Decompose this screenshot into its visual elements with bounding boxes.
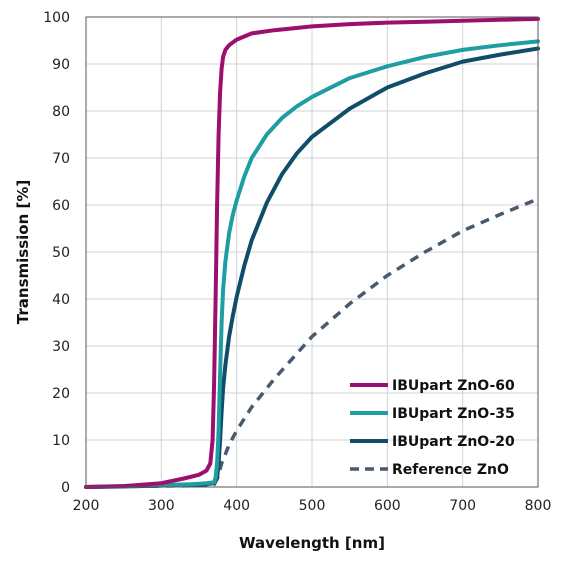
y-tick-label: 80 xyxy=(52,104,70,120)
legend-label: Reference ZnO xyxy=(392,462,509,478)
y-tick-label: 40 xyxy=(52,292,70,308)
series-line-1 xyxy=(84,39,540,489)
y-tick-label: 20 xyxy=(52,386,70,402)
y-tick-label: 60 xyxy=(52,198,70,214)
legend: IBUpart ZnO-60 IBUpart ZnO-35 IBUpart ZnO-… xyxy=(350,378,515,478)
legend-label: IBUpart ZnO-20 xyxy=(392,434,515,450)
x-axis-title: Wavelength [nm] xyxy=(239,534,385,552)
x-tick-label: 600 xyxy=(374,498,401,514)
legend-label: IBUpart ZnO-35 xyxy=(392,406,515,422)
y-axis-title: Transmission [%] xyxy=(14,180,32,324)
y-tick-label: 50 xyxy=(52,245,70,261)
y-tick-label: 0 xyxy=(61,480,70,496)
y-tick-label: 90 xyxy=(52,57,70,73)
x-tick-label: 300 xyxy=(148,498,175,514)
x-axis-ticks: 200 300 400 500 600 700 800 xyxy=(73,498,552,514)
series-line-0 xyxy=(84,16,540,489)
y-axis-ticks: 0 10 20 30 40 50 60 70 80 90 100 xyxy=(43,10,70,496)
y-tick-label: 30 xyxy=(52,339,70,355)
x-tick-label: 800 xyxy=(525,498,552,514)
x-tick-label: 400 xyxy=(223,498,250,514)
legend-label: IBUpart ZnO-60 xyxy=(392,378,515,394)
x-tick-label: 500 xyxy=(299,498,326,514)
x-tick-label: 200 xyxy=(73,498,100,514)
series-layer xyxy=(84,16,540,489)
y-tick-label: 10 xyxy=(52,433,70,449)
plot-area-frame xyxy=(85,16,539,488)
y-tick-label: 100 xyxy=(43,10,70,26)
x-tick-label: 700 xyxy=(449,498,476,514)
y-tick-label: 70 xyxy=(52,151,70,167)
